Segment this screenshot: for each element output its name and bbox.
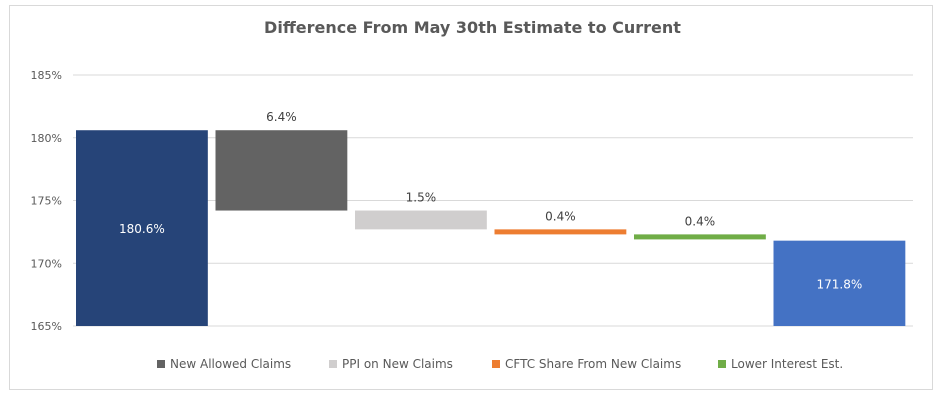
legend-swatch [157,360,165,368]
data-label: 6.4% [266,110,297,124]
legend-label: PPI on New Claims [342,357,453,371]
chart-title: Difference From May 30th Estimate to Cur… [264,18,681,37]
data-label: 180.6% [119,222,165,236]
y-tick-label: 165% [31,320,62,333]
y-tick-label: 185% [31,69,62,82]
step-bar [634,234,766,240]
total-bar [773,240,906,326]
step-bar [215,130,348,211]
legend-label: Lower Interest Est. [731,357,843,371]
step-bar [494,229,627,235]
data-label: 171.8% [817,277,863,291]
data-label: 0.4% [545,209,576,223]
data-label: 0.4% [685,214,716,228]
data-label: 1.5% [406,191,437,205]
y-tick-label: 170% [31,257,62,270]
y-tick-label: 180% [31,132,62,145]
step-bar [355,210,487,230]
legend-swatch [329,360,337,368]
legend-swatch [718,360,726,368]
legend-label: CFTC Share From New Claims [505,357,681,371]
total-bar [76,130,208,326]
legend-swatch [492,360,500,368]
y-tick-label: 175% [31,195,62,208]
legend-label: New Allowed Claims [170,357,291,371]
